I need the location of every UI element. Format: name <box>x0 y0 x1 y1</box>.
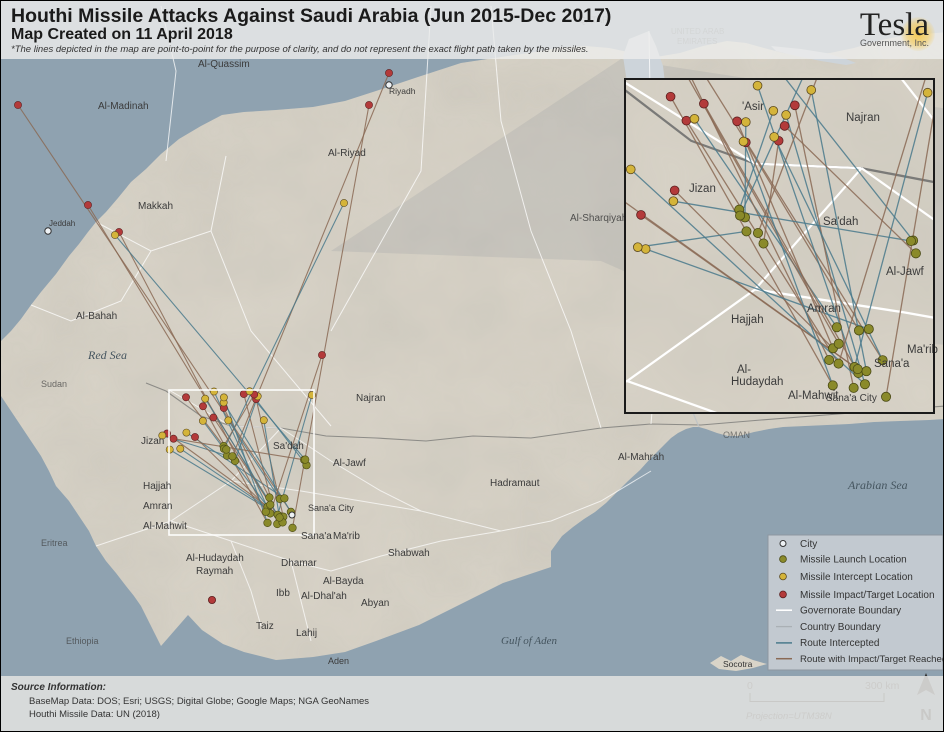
svg-text:Ibb: Ibb <box>276 588 290 599</box>
svg-text:Gulf of Aden: Gulf of Aden <box>501 635 558 647</box>
svg-text:Najran: Najran <box>846 112 880 124</box>
svg-text:Al-: Al- <box>737 364 751 376</box>
svg-text:City: City <box>800 539 817 550</box>
svg-text:Al-Mahrah: Al-Mahrah <box>618 452 664 463</box>
svg-text:Hudaydah: Hudaydah <box>731 376 783 388</box>
svg-text:Route with Impact/Target Reach: Route with Impact/Target Reached <box>800 654 943 665</box>
svg-text:Amran: Amran <box>807 303 841 315</box>
svg-text:Ethiopia: Ethiopia <box>66 636 99 646</box>
svg-text:Jizan: Jizan <box>689 183 716 195</box>
svg-text:OMAN: OMAN <box>723 430 750 440</box>
svg-text:Hajjah: Hajjah <box>731 314 764 326</box>
svg-text:Missile Intercept Location: Missile Intercept Location <box>800 572 913 583</box>
svg-text:'Asir: 'Asir <box>742 101 764 113</box>
svg-text:Raymah: Raymah <box>196 566 233 577</box>
svg-text:Al-Riyad: Al-Riyad <box>328 148 366 159</box>
svg-text:Al-Bayda: Al-Bayda <box>323 576 364 587</box>
svg-text:Sa'dah: Sa'dah <box>823 216 858 228</box>
svg-text:Al-Mahwit: Al-Mahwit <box>143 521 187 532</box>
svg-text:Sana'a: Sana'a <box>874 358 910 370</box>
svg-text:Sana'a: Sana'a <box>301 531 332 542</box>
svg-text:Route Intercepted: Route Intercepted <box>800 638 880 649</box>
svg-text:Al-Jawf: Al-Jawf <box>333 458 366 469</box>
svg-text:Ma'rib: Ma'rib <box>333 531 360 542</box>
svg-text:Sana'a City: Sana'a City <box>826 393 877 404</box>
svg-text:Hajjah: Hajjah <box>143 481 171 492</box>
svg-text:Al-Madinah: Al-Madinah <box>98 101 149 112</box>
svg-text:Sa'dah: Sa'dah <box>273 441 304 452</box>
svg-text:Al-Quassim: Al-Quassim <box>198 59 250 70</box>
svg-text:Makkah: Makkah <box>138 201 173 212</box>
svg-text:Lahij: Lahij <box>296 628 317 639</box>
svg-text:Najran: Najran <box>356 393 385 404</box>
svg-text:Missile Impact/Target Location: Missile Impact/Target Location <box>800 590 935 601</box>
svg-text:Red Sea: Red Sea <box>87 348 127 362</box>
svg-text:Shabwah: Shabwah <box>388 548 430 559</box>
svg-text:Jeddah: Jeddah <box>49 219 75 228</box>
svg-text:Jizan: Jizan <box>141 436 164 447</box>
svg-text:Al-Dhal'ah: Al-Dhal'ah <box>301 591 347 602</box>
svg-text:Hadramaut: Hadramaut <box>490 478 540 489</box>
svg-text:Riyadh: Riyadh <box>389 86 416 96</box>
svg-text:Al-Jawf: Al-Jawf <box>886 266 925 278</box>
svg-text:Arabian Sea: Arabian Sea <box>847 478 908 492</box>
svg-text:Al-Hudaydah: Al-Hudaydah <box>186 553 244 564</box>
svg-text:Al-Sharqiyah: Al-Sharqiyah <box>570 213 627 224</box>
svg-text:Al-Bahah: Al-Bahah <box>76 311 117 322</box>
svg-text:Sudan: Sudan <box>41 379 67 389</box>
svg-text:Socotra: Socotra <box>723 659 753 669</box>
svg-text:Governorate Boundary: Governorate Boundary <box>800 606 901 617</box>
svg-text:Eritrea: Eritrea <box>41 538 68 548</box>
svg-text:Amran: Amran <box>143 501 172 512</box>
svg-text:Dhamar: Dhamar <box>281 558 317 569</box>
svg-text:Aden: Aden <box>328 656 349 666</box>
svg-text:Country Boundary: Country Boundary <box>800 622 881 633</box>
svg-text:Sana'a City: Sana'a City <box>308 503 354 513</box>
svg-text:Missile Launch Location: Missile Launch Location <box>800 555 907 566</box>
svg-text:Taiz: Taiz <box>256 621 274 632</box>
svg-text:Abyan: Abyan <box>361 598 389 609</box>
